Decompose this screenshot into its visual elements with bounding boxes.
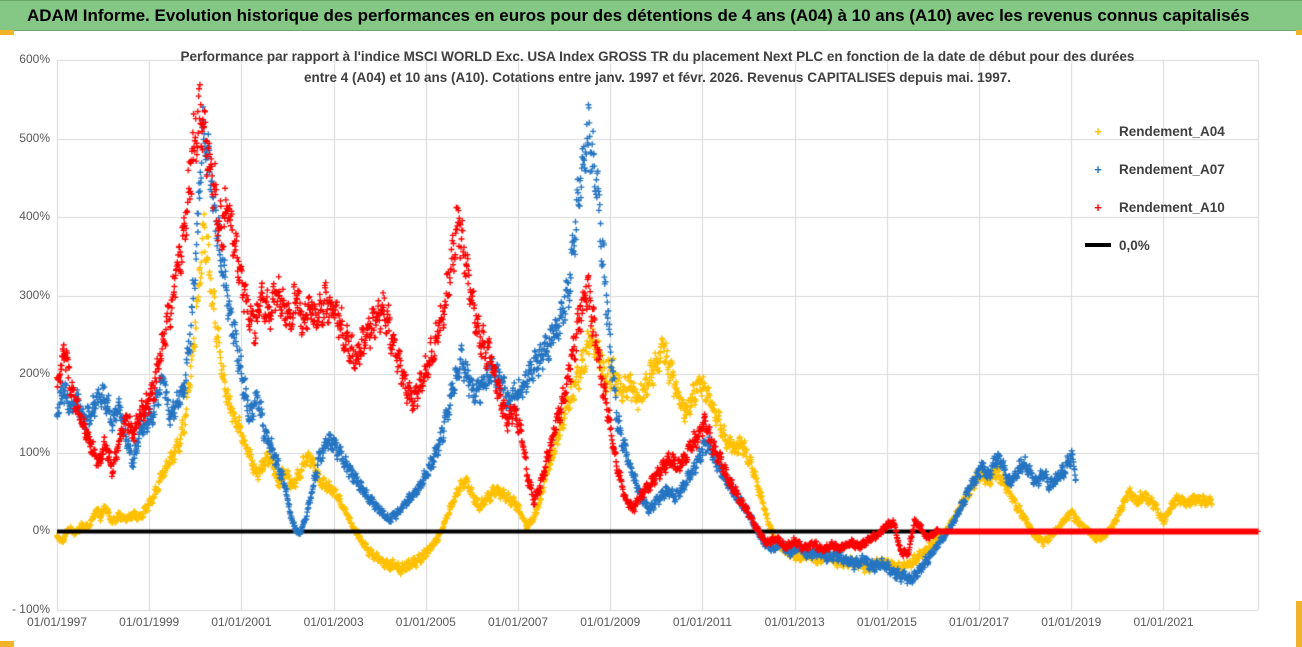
x-tick-label: 01/01/2017 bbox=[949, 615, 1010, 629]
y-tick-label: 300% bbox=[19, 287, 50, 302]
x-tick-label: 01/01/2003 bbox=[303, 615, 364, 629]
legend-label: Rendement_A07 bbox=[1119, 161, 1225, 177]
x-tick-label: 01/01/2001 bbox=[211, 615, 272, 629]
legend-item-rendement-a04[interactable]: + Rendement_A04 bbox=[1085, 119, 1225, 143]
legend-line-swatch bbox=[1085, 243, 1111, 247]
y-tick-label: 400% bbox=[19, 209, 50, 224]
x-tick-label: 01/01/2015 bbox=[856, 615, 917, 629]
x-tick-label: 01/01/2019 bbox=[1041, 615, 1102, 629]
y-tick-label: 600% bbox=[19, 52, 50, 66]
x-tick-label: 01/01/1999 bbox=[119, 615, 180, 629]
x-tick-label: 01/01/2007 bbox=[488, 615, 549, 629]
legend-label: Rendement_A04 bbox=[1119, 123, 1225, 139]
legend-item-rendement-a07[interactable]: + Rendement_A07 bbox=[1085, 157, 1225, 181]
y-tick-label: 500% bbox=[19, 130, 50, 145]
legend-label: Rendement_A10 bbox=[1119, 199, 1225, 215]
legend-plus-marker-icon: + bbox=[1094, 161, 1102, 177]
legend-plus-marker-icon: + bbox=[1094, 199, 1102, 215]
chart-title-line1: Performance par rapport à l'indice MSCI … bbox=[180, 49, 1135, 64]
y-tick-label: - 100% bbox=[11, 602, 50, 616]
legend-item-0-0-[interactable]: 0,0% bbox=[1085, 233, 1225, 257]
legend-label: 0,0% bbox=[1119, 237, 1150, 253]
chart-title: Performance par rapport à l'indice MSCI … bbox=[57, 46, 1258, 88]
x-tick-label: 01/01/2009 bbox=[580, 615, 641, 629]
x-tick-label: 01/01/1997 bbox=[26, 615, 88, 629]
x-tick-label: 01/01/2021 bbox=[1133, 615, 1194, 629]
x-tick-label: 01/01/2011 bbox=[672, 615, 733, 629]
y-tick-label: 100% bbox=[19, 444, 50, 459]
x-tick-label: 01/01/2013 bbox=[764, 615, 825, 629]
y-tick-label: 0% bbox=[32, 523, 50, 538]
x-tick-label: 01/01/2005 bbox=[395, 615, 456, 629]
chart-title-line2: entre 4 (A04) et 10 ans (A10). Cotations… bbox=[303, 70, 1012, 85]
chart-legend: + Rendement_A04 + Rendement_A07 + Rendement_A… bbox=[1085, 119, 1225, 257]
legend-plus-marker-icon: + bbox=[1094, 123, 1102, 139]
y-tick-label: 200% bbox=[19, 366, 50, 381]
legend-item-rendement-a10[interactable]: + Rendement_A10 bbox=[1085, 195, 1225, 219]
